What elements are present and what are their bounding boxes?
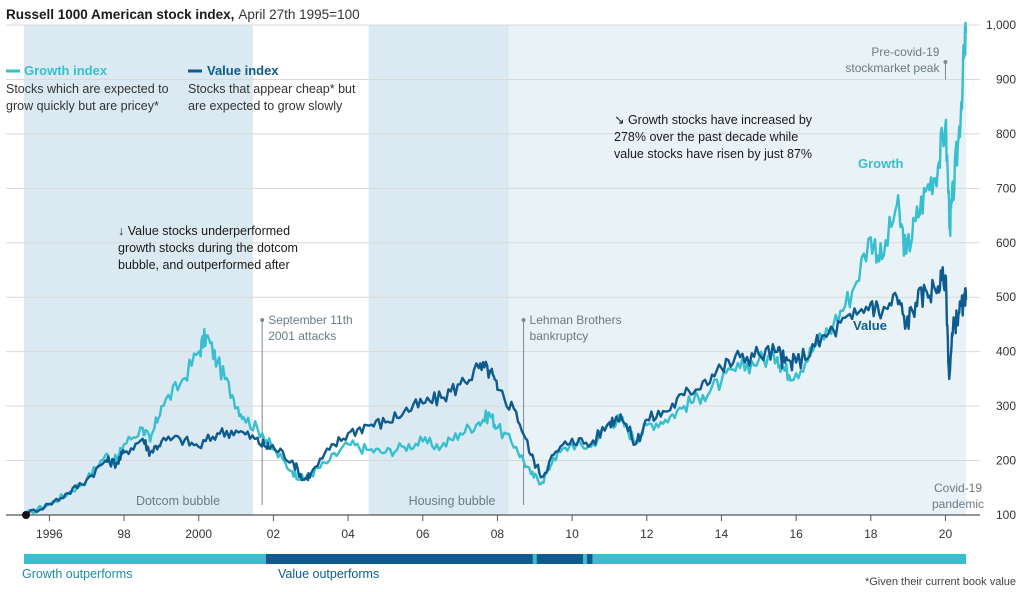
event-label-2-0: Pre-covid-19: [871, 45, 939, 59]
event-label-0-0: September 11th: [268, 313, 353, 327]
x-tick-label-2016: 16: [789, 527, 803, 541]
event-line-cap-2: [943, 60, 948, 64]
y-tick-label-500: 500: [996, 290, 1016, 304]
x-tick-label-2000: 2000: [185, 527, 212, 541]
y-tick-label-200: 200: [996, 454, 1016, 468]
outperform-segment-4: [583, 554, 588, 564]
series-label-growth: Growth: [858, 156, 904, 171]
outperform-segment-6: [592, 554, 966, 564]
shade-label-housing: Housing bubble: [409, 494, 496, 508]
annotation-decade-line-1: ↘ Growth stocks have increased by: [614, 113, 813, 127]
footnote: *Given their current book value: [865, 576, 1016, 588]
shaded-periods: [24, 25, 966, 515]
outperform-segment-5: [587, 554, 593, 564]
legend-growth-title: Growth index: [24, 63, 108, 78]
y-tick-label-400: 400: [996, 345, 1016, 359]
shaded-period-2: [508, 25, 966, 515]
event-line-cap-1: [521, 318, 526, 322]
annotation-decade: ↘ Growth stocks have increased by 278% o…: [614, 113, 813, 161]
event-line-cap-0: [260, 318, 265, 322]
legend-growth-desc-1: Stocks which are expected to: [6, 82, 169, 96]
event-label-1-1: bankruptcy: [530, 329, 589, 343]
outperform-bar: [24, 554, 966, 564]
legend-value-desc-1: Stocks that appear cheap* but: [188, 82, 356, 96]
legend: Growth index Stocks which are expected t…: [6, 63, 356, 113]
x-tick-label-1996: 1996: [36, 527, 63, 541]
y-tick-label-600: 600: [996, 236, 1016, 250]
series-label-value: Value: [853, 318, 887, 333]
x-axis-ticks: 1996 98 2000 02 04 06 08 10 12 14 16 18 20: [36, 515, 952, 541]
event-label-1-0: Lehman Brothers: [530, 313, 622, 327]
y-tick-label-100: 100: [996, 508, 1016, 522]
event-label-0-1: 2001 attacks: [268, 329, 336, 343]
x-tick-label-2004: 04: [341, 527, 355, 541]
x-tick-label-2012: 12: [640, 527, 654, 541]
x-tick-label-2020: 20: [939, 527, 953, 541]
x-tick-label-2014: 14: [715, 527, 729, 541]
series-line-growth: [23, 21, 968, 516]
chart-title: Russell 1000 American stock index, April …: [6, 7, 360, 22]
y-tick-label-300: 300: [996, 399, 1016, 413]
event-lines: September 11th 2001 attacks Lehman Brother…: [260, 45, 948, 505]
x-tick-label-2008: 08: [491, 527, 505, 541]
x-tick-label-1998: 98: [117, 527, 131, 541]
x-tick-label-2002: 02: [267, 527, 281, 541]
annotation-decade-line-3: value stocks have risen by just 87%: [614, 147, 812, 161]
bar-label-growth: Growth outperforms: [22, 567, 132, 581]
outperform-segment-3: [536, 554, 584, 564]
covid-label-line-2: pandemic: [932, 497, 984, 511]
annotation-decade-line-2: 278% over the past decade while: [614, 130, 798, 144]
y-tick-label-1000: 1,000: [986, 18, 1016, 32]
x-tick-label-2018: 18: [864, 527, 878, 541]
series-lines: [23, 21, 968, 517]
y-tick-label-700: 700: [996, 181, 1016, 195]
outperform-segment-1: [265, 554, 533, 564]
series-line-value: [23, 266, 968, 517]
annotation-dotcom-line-2: growth stocks during the dotcom: [118, 241, 298, 255]
legend-growth-desc-2: grow quickly but are pricey*: [6, 99, 159, 113]
shade-label-dotcom: Dotcom bubble: [136, 494, 220, 508]
event-label-2-1: stockmarket peak: [845, 61, 940, 75]
legend-value-desc-2: are expected to grow slowly: [188, 99, 343, 113]
y-axis-ticks: 100 200 300 400 500 600 700 800 900 1,000: [986, 18, 1016, 522]
annotation-dotcom: ↓ Value stocks underperformed growth sto…: [118, 224, 298, 272]
legend-value-title: Value index: [207, 63, 279, 78]
gridlines: [6, 24, 980, 516]
covid-label-line-1: Covid-19: [934, 481, 982, 495]
origin-dot: [22, 511, 30, 519]
bar-label-value: Value outperforms: [278, 567, 379, 581]
outperform-segment-2: [532, 554, 537, 564]
y-tick-label-800: 800: [996, 127, 1016, 141]
x-tick-label-2006: 06: [416, 527, 430, 541]
annotation-dotcom-line-1: ↓ Value stocks underperformed: [118, 224, 290, 238]
shaded-period-1: [368, 25, 509, 515]
outperform-segment-0: [24, 554, 266, 564]
annotation-dotcom-line-3: bubble, and outperformed after: [118, 258, 290, 272]
y-tick-label-900: 900: [996, 72, 1016, 86]
x-tick-label-2010: 10: [565, 527, 579, 541]
